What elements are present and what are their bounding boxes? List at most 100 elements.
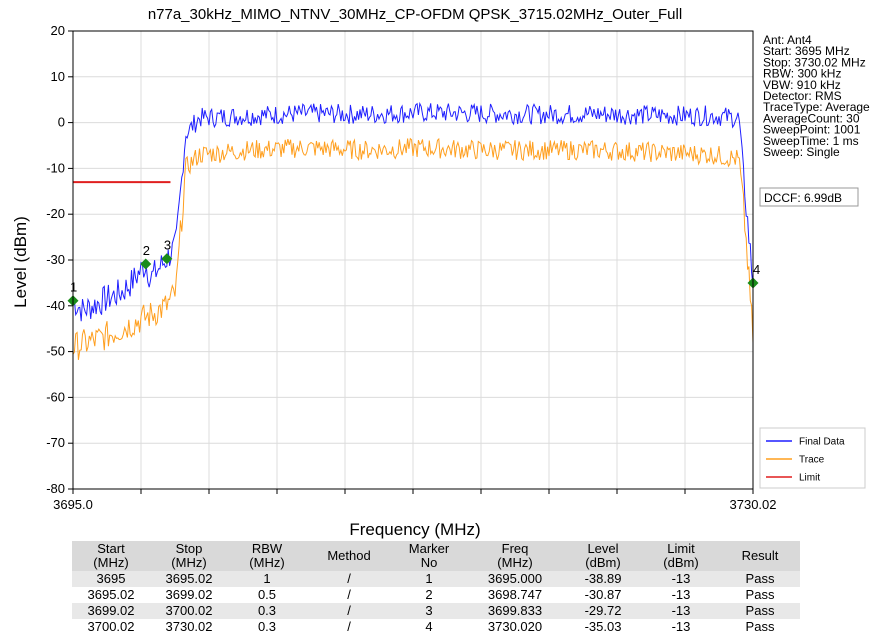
y-tick-label: 0 bbox=[58, 115, 65, 130]
marker-label: 4 bbox=[753, 262, 760, 277]
x-axis-label: Frequency (MHz) bbox=[349, 520, 480, 539]
x-tick-label: 3730.02 bbox=[730, 497, 777, 512]
info-line: VBW: 910 kHz bbox=[763, 78, 841, 92]
series-final-data-line bbox=[72, 101, 754, 322]
info-line: RBW: 300 kHz bbox=[763, 67, 841, 81]
table-cell: 3699.02 bbox=[150, 587, 228, 603]
table-cell: / bbox=[306, 571, 392, 587]
table-cell: / bbox=[306, 619, 392, 635]
table-cell: 3695.02 bbox=[72, 587, 150, 603]
table-cell: 3699.833 bbox=[466, 603, 564, 619]
table-cell: / bbox=[306, 587, 392, 603]
table-cell: -38.89 bbox=[564, 571, 642, 587]
table-cell: 3730.020 bbox=[466, 619, 564, 635]
table-cell: 3695.000 bbox=[466, 571, 564, 587]
dccf-label: DCCF: 6.99dB bbox=[764, 191, 842, 205]
table-row: 3695.02 3699.02 0.5/2 3698.747 -30.87 -13 Pass bbox=[72, 587, 800, 603]
table-cell: -13 bbox=[642, 619, 720, 635]
dccf-box bbox=[759, 187, 859, 207]
y-axis-label: Level (dBm) bbox=[11, 216, 30, 308]
grid-layer bbox=[72, 30, 754, 490]
info-line: TraceType: Average bbox=[763, 100, 870, 114]
legend-label: Trace bbox=[799, 455, 825, 466]
table-cell: 3 bbox=[392, 603, 466, 619]
marker-label: 3 bbox=[164, 238, 171, 253]
table-cell: 0.3 bbox=[228, 603, 306, 619]
info-line: Sweep: Single bbox=[763, 145, 840, 159]
info-line: Ant: Ant4 bbox=[763, 33, 812, 47]
table-cell: -35.03 bbox=[564, 619, 642, 635]
table-cell: -30.87 bbox=[564, 587, 642, 603]
table-cell: -13 bbox=[642, 587, 720, 603]
y-tick-label: -80 bbox=[46, 481, 65, 496]
table-header-cell: Stop (MHz) bbox=[150, 541, 228, 571]
table-cell: Pass bbox=[720, 571, 800, 587]
table-header-cell: Method bbox=[306, 541, 392, 571]
table-cell: 2 bbox=[392, 587, 466, 603]
table-header-cell: Marker No bbox=[392, 541, 466, 571]
table-header-cell: Start (MHz) bbox=[72, 541, 150, 571]
table-body: 3695 3695.02 1/1 3695.000 -38.89 -13 Pass 3695.… bbox=[72, 571, 800, 635]
chart-title: n77a_30kHz_MIMO_NTNV_30MHz_CP-OFDM QPSK_… bbox=[148, 6, 682, 23]
plot-frame bbox=[72, 30, 754, 490]
info-line: Start: 3695 MHz bbox=[763, 44, 850, 58]
table-row: 3695 3695.02 1/1 3695.000 -38.89 -13 Pass bbox=[72, 571, 800, 587]
spectrum-chart: n77a_30kHz_MIMO_NTNV_30MHz_CP-OFDM QPSK_… bbox=[11, 6, 870, 539]
table-cell: 3698.747 bbox=[466, 587, 564, 603]
table-cell: / bbox=[306, 603, 392, 619]
table-cell: 3699.02 bbox=[72, 603, 150, 619]
table-header-cell: Result bbox=[720, 541, 800, 571]
info-line: Stop: 3730.02 MHz bbox=[763, 55, 866, 69]
y-tick-label: -60 bbox=[46, 389, 65, 404]
marker-layer: 1 2 3 4 bbox=[67, 238, 760, 307]
y-tick-label: -70 bbox=[46, 435, 65, 450]
table-header-cell: Freq (MHz) bbox=[466, 541, 564, 571]
table-cell: 0.3 bbox=[228, 619, 306, 635]
legend-label: Final Data bbox=[799, 437, 845, 448]
marker-point bbox=[161, 253, 173, 265]
table-cell: -13 bbox=[642, 571, 720, 587]
table-cell: 3700.02 bbox=[72, 619, 150, 635]
info-line: SweepPoint: 1001 bbox=[763, 123, 861, 137]
table-header-row: Start (MHz) Stop (MHz) RBW (MHz) Method Mark… bbox=[72, 541, 800, 571]
y-tick-label: -50 bbox=[46, 344, 65, 359]
marker-label: 1 bbox=[70, 280, 77, 295]
y-tick-label: -20 bbox=[46, 206, 65, 221]
table-cell: -29.72 bbox=[564, 603, 642, 619]
marker-point bbox=[140, 258, 152, 270]
table-cell: 3730.02 bbox=[150, 619, 228, 635]
legend-label: Limit bbox=[799, 473, 820, 484]
table-cell: Pass bbox=[720, 619, 800, 635]
info-line: SweepTime: 1 ms bbox=[763, 134, 859, 148]
table-header-cell: RBW (MHz) bbox=[228, 541, 306, 571]
table-cell: 3700.02 bbox=[150, 603, 228, 619]
info-line: Detector: RMS bbox=[763, 89, 842, 103]
results-table: Start (MHz) Stop (MHz) RBW (MHz) Method Mark… bbox=[72, 541, 800, 635]
table-cell: 4 bbox=[392, 619, 466, 635]
table-cell: 3695 bbox=[72, 571, 150, 587]
table-cell: Pass bbox=[720, 603, 800, 619]
table-cell: 3695.02 bbox=[150, 571, 228, 587]
y-tick-label: 20 bbox=[51, 23, 65, 38]
series-layer bbox=[72, 101, 754, 360]
table-cell: Pass bbox=[720, 587, 800, 603]
table-row: 3700.02 3730.02 0.3/4 3730.020 -35.03 -13 Pass bbox=[72, 619, 800, 635]
table-cell: 0.5 bbox=[228, 587, 306, 603]
legend: Final Data Trace Limit bbox=[759, 427, 866, 489]
table-cell: 1 bbox=[228, 571, 306, 587]
table-header-cell: Limit (dBm) bbox=[642, 541, 720, 571]
y-tick-label: -40 bbox=[46, 298, 65, 313]
table-cell: 1 bbox=[392, 571, 466, 587]
x-tick-label: 3695.0 bbox=[53, 497, 93, 512]
y-tick-label: -30 bbox=[46, 252, 65, 267]
info-line: AverageCount: 30 bbox=[763, 111, 860, 125]
series-trace-line bbox=[72, 137, 754, 360]
y-tick-label: -10 bbox=[46, 160, 65, 175]
table-cell: -13 bbox=[642, 603, 720, 619]
table-header-cell: Level (dBm) bbox=[564, 541, 642, 571]
table-row: 3699.02 3700.02 0.3/3 3699.833 -29.72 -13 Pass bbox=[72, 603, 800, 619]
marker-label: 2 bbox=[143, 243, 150, 258]
y-tick-label: 10 bbox=[51, 69, 65, 84]
